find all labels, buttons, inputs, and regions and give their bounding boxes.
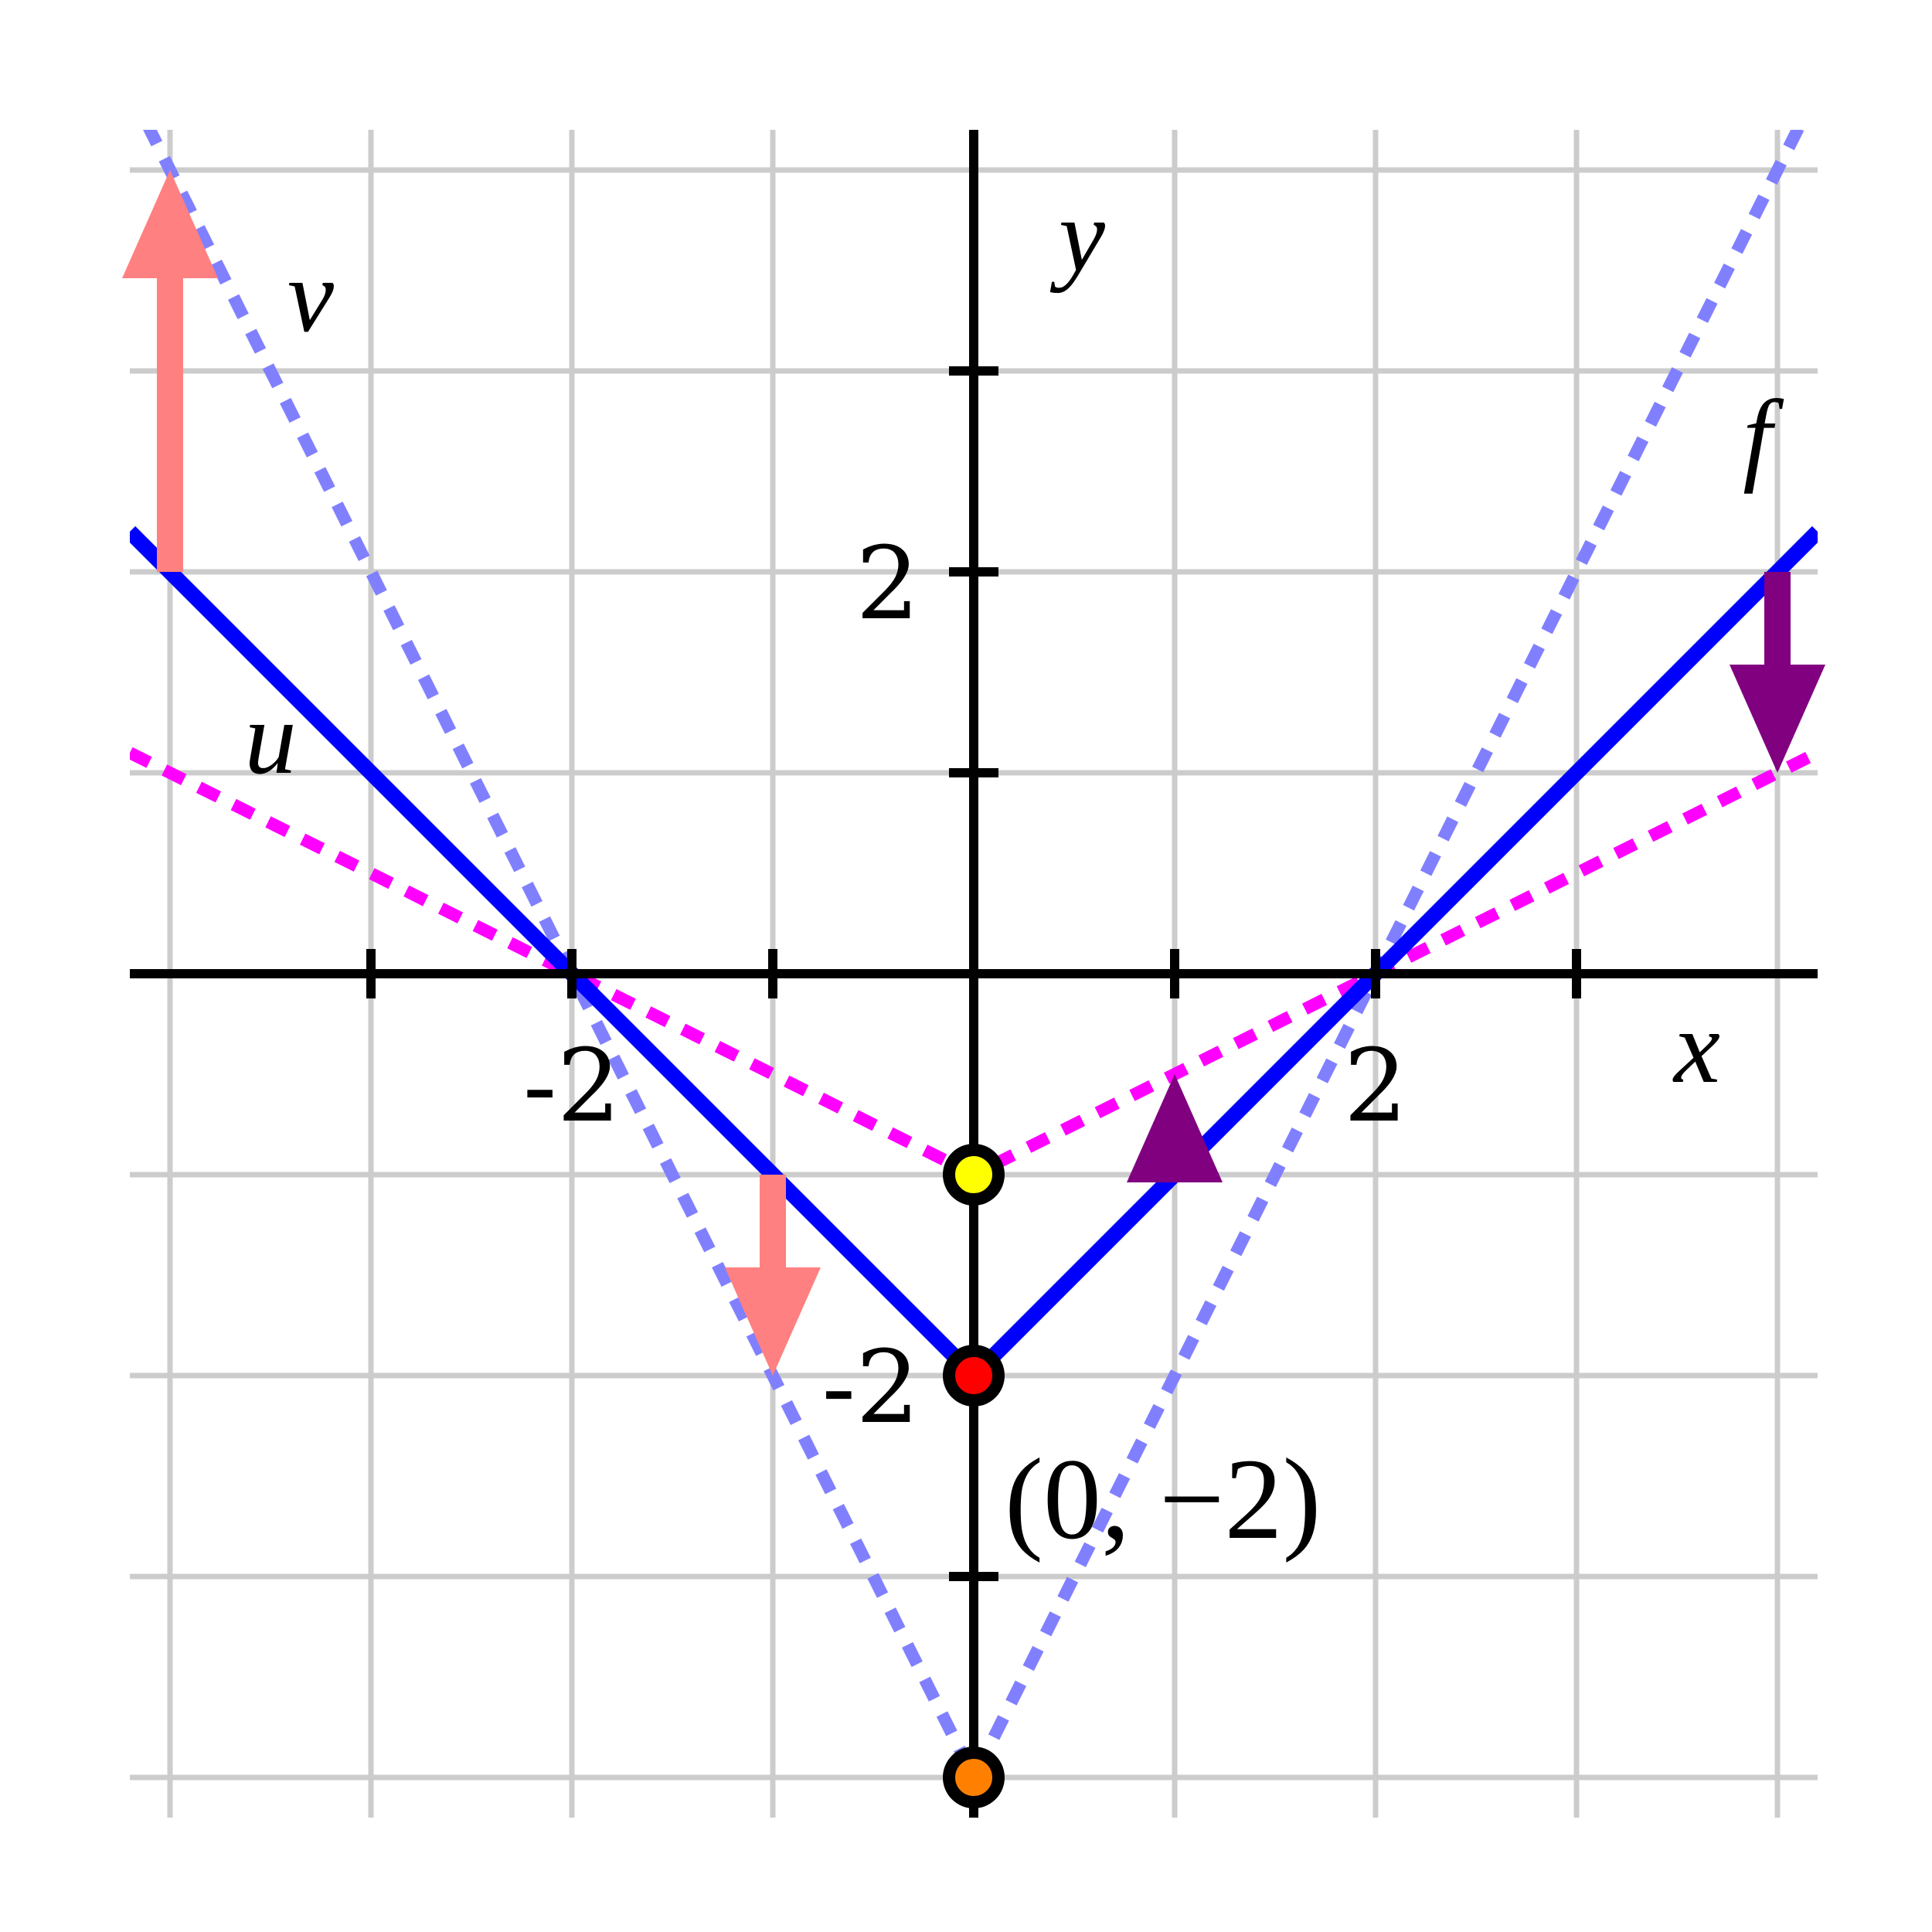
- shift-arrow-head: [122, 170, 218, 278]
- x-axis-label: x: [1672, 990, 1720, 1105]
- points: [943, 1144, 1005, 1808]
- arrows: [122, 170, 1825, 1376]
- data-point: [943, 1747, 1005, 1808]
- x-tick-label: -2: [523, 1027, 621, 1145]
- shift-arrow: [1730, 572, 1825, 773]
- y-axis-label: y: [1049, 179, 1105, 294]
- axes: [130, 130, 1818, 1818]
- y-tick-label: 2: [855, 525, 920, 642]
- y-tick-label: -2: [821, 1328, 920, 1446]
- shift-arrow: [122, 170, 218, 572]
- shift-arrow-head: [725, 1267, 821, 1376]
- shift-arrow-head: [1730, 665, 1825, 773]
- series-label-u: u: [244, 681, 297, 796]
- series-label-v: v: [287, 239, 334, 354]
- data-point: [943, 1345, 1005, 1406]
- series-v-line: [143, 130, 1804, 1791]
- shift-arrow-head: [1127, 1074, 1223, 1182]
- shift-arrow: [725, 1175, 821, 1376]
- point-annotation: (0, −2): [1005, 1435, 1321, 1563]
- data-point: [943, 1144, 1005, 1206]
- x-tick-label: 2: [1344, 1027, 1408, 1145]
- shift-arrow: [1127, 1074, 1223, 1182]
